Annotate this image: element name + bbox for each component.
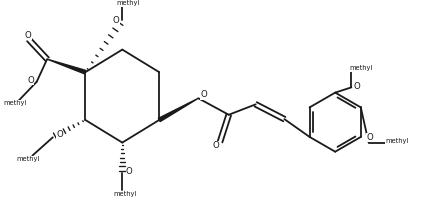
Text: methyl: methyl	[16, 156, 40, 162]
Text: methyl: methyl	[4, 100, 27, 107]
Text: O: O	[27, 76, 34, 85]
Text: O: O	[126, 167, 133, 176]
Text: O: O	[354, 82, 361, 91]
Text: methyl: methyl	[113, 191, 137, 197]
Polygon shape	[47, 59, 86, 74]
Text: O: O	[57, 130, 63, 139]
Text: O: O	[200, 90, 207, 99]
Polygon shape	[158, 98, 198, 122]
Text: methyl: methyl	[385, 138, 409, 144]
Text: O: O	[212, 141, 219, 150]
Text: methyl: methyl	[349, 65, 372, 71]
Text: O: O	[25, 31, 32, 40]
Text: O: O	[366, 133, 373, 142]
Text: methyl: methyl	[116, 0, 139, 6]
Text: O: O	[113, 16, 120, 24]
